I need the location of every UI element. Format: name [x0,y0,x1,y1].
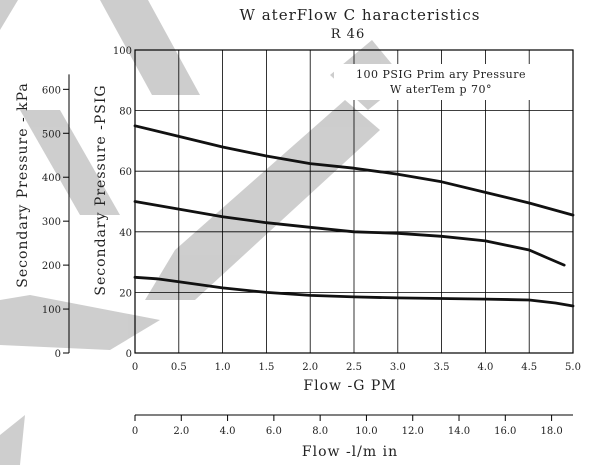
annotation-box [334,64,548,100]
x-tick-label: 4.5 [521,362,537,373]
lpm-tick-label: 12.0 [402,426,424,437]
annotation-line-1: 100 PSIG Prim ary Pressure [356,68,526,81]
watermark-stripe [0,415,25,465]
y-tick-label: 0 [126,349,132,360]
series-line-2 [133,200,566,267]
lpm-tick-label: 0 [132,426,138,437]
x-tick-label: 0.5 [171,362,187,373]
x-tick-label: 5.0 [565,362,581,373]
x-tick-label: 3.5 [434,362,450,373]
y-tick-label: 60 [119,167,132,178]
y-tick-label: 20 [119,288,132,299]
x-tick-label: 4.0 [477,362,493,373]
kpa-tick-label: 600 [42,85,61,96]
lpm-axis: 0 2.0 4.0 6.0 8.0 10.0 12.0 14.0 16.0 18.0 [132,414,573,437]
y-tick-label: 100 [113,46,132,57]
watermark-stripe [145,100,380,300]
x-tick-label: 3.0 [390,362,406,373]
lpm-tick-label: 18.0 [540,426,562,437]
chart-subtitle: R 46 [331,27,365,42]
x-tick-label: 1.5 [258,362,274,373]
lpm-tick-label: 10.0 [355,426,377,437]
x-tick-label: 0 [132,362,138,373]
x-axis-label: Flow -G PM [303,378,396,394]
series-line-3 [133,275,575,308]
x-tick-label: 2.0 [302,362,318,373]
watermark-stripes [0,0,405,465]
x-tick-label: 2.5 [346,362,362,373]
lpm-tick-label: 16.0 [494,426,516,437]
secondary-x-axis-label: Flow -l/m in [302,444,398,460]
kpa-tick-label: 400 [42,173,61,184]
y-axis-label: Secondary Pressure -PSIG [93,84,109,295]
y-tick-label: 40 [119,228,132,239]
watermark-stripe [0,0,18,30]
x-tick-labels: 0 0.5 1.0 1.5 2.0 2.5 3.0 3.5 4.0 4.5 5.0 [132,362,581,373]
kpa-tick-label: 300 [42,217,61,228]
y-tick-label: 80 [119,107,132,118]
annotation-line-2: W aterTem p 70° [390,83,492,96]
secondary-y-axis-label: Secondary Pressure - kPa [15,82,31,288]
kpa-tick-label: 100 [42,305,61,316]
watermark-stripe [100,0,200,95]
lpm-tick-label: 6.0 [266,426,282,437]
watermark-stripe [0,295,160,350]
kpa-tick-label: 200 [42,261,61,272]
kpa-tick-label: 0 [55,349,61,360]
y-tick-labels: 0 20 40 60 80 100 [113,46,132,360]
series-line-1 [133,124,575,217]
lpm-tick-label: 4.0 [220,426,236,437]
lpm-tick-label: 8.0 [312,426,328,437]
chart-title: W aterFlow C haracteristics [240,6,481,24]
series-lines [133,124,575,308]
kpa-tick-label: 500 [42,129,61,140]
kpa-axis: 0 100 200 300 400 500 600 [42,74,70,360]
x-tick-label: 1.0 [215,362,231,373]
watermark-stripe [20,110,120,215]
lpm-tick-label: 2.0 [173,426,189,437]
lpm-tick-label: 14.0 [448,426,470,437]
